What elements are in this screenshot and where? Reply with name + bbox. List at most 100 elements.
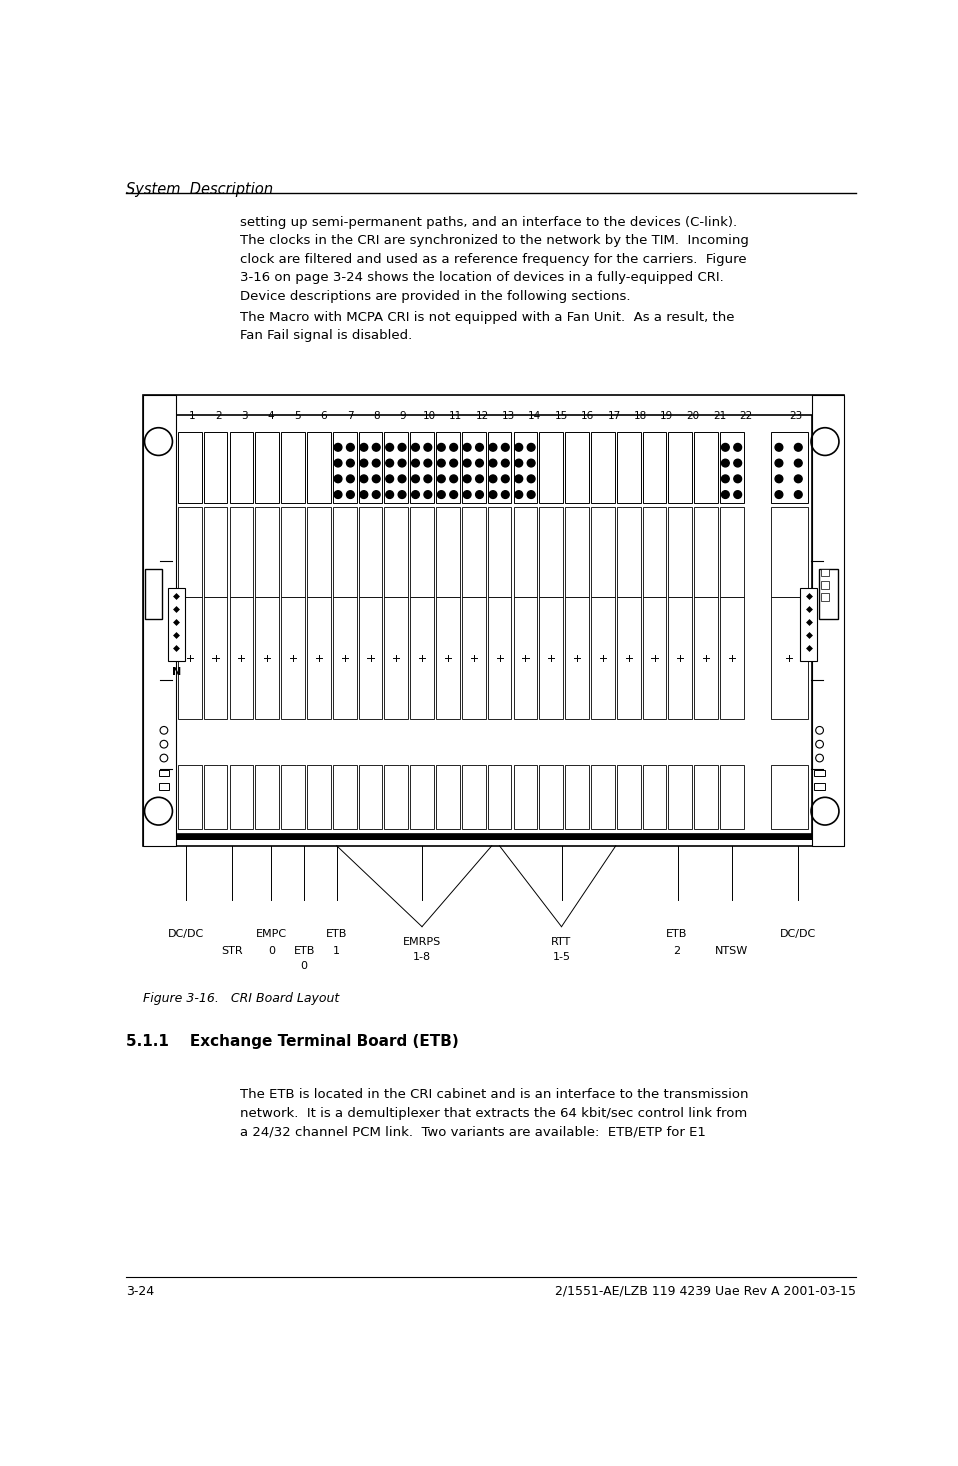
- Bar: [436, 507, 460, 597]
- Circle shape: [334, 491, 342, 498]
- Bar: [771, 507, 808, 597]
- Circle shape: [501, 475, 510, 482]
- Bar: [539, 431, 563, 503]
- Circle shape: [527, 491, 535, 498]
- Bar: [168, 588, 185, 661]
- Circle shape: [399, 475, 406, 482]
- Text: 2/1551-AE/LZB 119 4239 Uae Rev A 2001-03-15: 2/1551-AE/LZB 119 4239 Uae Rev A 2001-03…: [555, 1284, 856, 1297]
- Bar: [720, 597, 743, 720]
- Text: 8: 8: [374, 410, 379, 421]
- Bar: [230, 507, 253, 597]
- Circle shape: [734, 459, 741, 466]
- Text: 7: 7: [347, 410, 354, 421]
- Circle shape: [360, 475, 368, 482]
- Bar: [800, 588, 817, 661]
- Bar: [158, 770, 170, 776]
- Text: System  Description: System Description: [125, 182, 273, 196]
- Bar: [384, 597, 408, 720]
- Circle shape: [386, 443, 394, 452]
- Text: 1-5: 1-5: [553, 951, 571, 962]
- Circle shape: [734, 491, 741, 498]
- Circle shape: [347, 475, 354, 482]
- Bar: [643, 507, 667, 597]
- Text: 4: 4: [267, 410, 274, 421]
- Circle shape: [386, 475, 394, 482]
- Bar: [230, 431, 253, 503]
- Text: 9: 9: [399, 410, 406, 421]
- Bar: [307, 597, 331, 720]
- Bar: [436, 764, 460, 828]
- Circle shape: [721, 491, 729, 498]
- Text: 1-8: 1-8: [413, 951, 431, 962]
- Text: 18: 18: [634, 410, 647, 421]
- Circle shape: [794, 459, 802, 466]
- Circle shape: [734, 443, 741, 452]
- Bar: [281, 764, 305, 828]
- Bar: [643, 431, 667, 503]
- Text: 10: 10: [422, 410, 436, 421]
- Bar: [143, 396, 175, 846]
- Bar: [821, 581, 829, 589]
- Circle shape: [464, 491, 471, 498]
- Bar: [332, 507, 356, 597]
- Bar: [617, 597, 641, 720]
- Bar: [204, 597, 227, 720]
- Bar: [814, 770, 825, 776]
- Bar: [565, 431, 589, 503]
- Text: 22: 22: [740, 410, 753, 421]
- Text: 0: 0: [301, 962, 308, 972]
- Bar: [695, 431, 718, 503]
- Bar: [175, 415, 811, 834]
- Bar: [771, 431, 808, 503]
- Bar: [488, 764, 512, 828]
- Bar: [410, 507, 434, 597]
- Circle shape: [360, 443, 368, 452]
- Circle shape: [412, 475, 420, 482]
- Bar: [410, 431, 434, 503]
- Circle shape: [399, 459, 406, 466]
- Text: DC/DC: DC/DC: [168, 929, 204, 940]
- Bar: [178, 431, 201, 503]
- Bar: [513, 507, 537, 597]
- Circle shape: [386, 491, 394, 498]
- Text: EMPC: EMPC: [256, 929, 287, 940]
- Bar: [256, 507, 279, 597]
- Bar: [256, 431, 279, 503]
- Text: 11: 11: [449, 410, 463, 421]
- Text: 23: 23: [789, 410, 803, 421]
- Circle shape: [399, 491, 406, 498]
- Circle shape: [450, 475, 458, 482]
- Text: The ETB is located in the CRI cabinet and is an interface to the transmission
ne: The ETB is located in the CRI cabinet an…: [240, 1088, 748, 1139]
- Bar: [669, 764, 693, 828]
- Bar: [307, 431, 331, 503]
- Bar: [462, 597, 486, 720]
- Text: RTT: RTT: [552, 937, 572, 947]
- Bar: [695, 764, 718, 828]
- Bar: [410, 597, 434, 720]
- Bar: [332, 764, 356, 828]
- Text: 1: 1: [333, 946, 340, 956]
- Circle shape: [347, 491, 354, 498]
- Text: 0: 0: [268, 946, 275, 956]
- Text: 15: 15: [555, 410, 568, 421]
- Bar: [462, 507, 486, 597]
- Circle shape: [721, 475, 729, 482]
- Bar: [771, 764, 808, 828]
- Circle shape: [464, 443, 471, 452]
- Circle shape: [424, 475, 432, 482]
- Circle shape: [450, 491, 458, 498]
- Bar: [145, 569, 162, 619]
- Circle shape: [373, 443, 380, 452]
- Bar: [358, 764, 382, 828]
- Circle shape: [424, 459, 432, 466]
- Circle shape: [424, 443, 432, 452]
- Bar: [591, 764, 615, 828]
- Bar: [821, 569, 829, 576]
- Bar: [720, 507, 743, 597]
- Circle shape: [347, 443, 354, 452]
- Circle shape: [775, 491, 783, 498]
- Bar: [669, 507, 693, 597]
- Bar: [819, 569, 838, 619]
- Bar: [488, 597, 512, 720]
- Bar: [462, 431, 486, 503]
